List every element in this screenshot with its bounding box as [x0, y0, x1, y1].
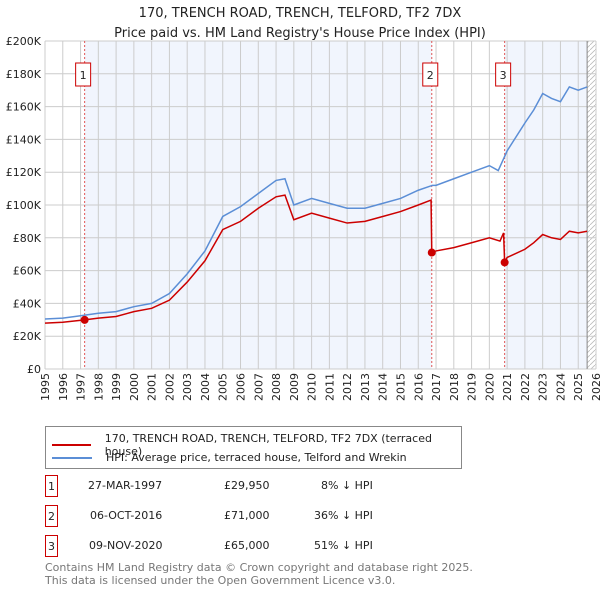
x-tick-label: 2025 [572, 373, 585, 401]
x-tick-label: 2014 [377, 373, 390, 401]
x-tick-label: 2019 [466, 373, 479, 401]
sale-hpi-diff: 8% ↓ HPI [321, 479, 373, 492]
price-chart: 1995 1996 1997 1998 1999 2000 2001 2002 2003 2004… [6, 35, 600, 401]
sale-badge: 2 [45, 505, 58, 527]
x-tick-label: 1999 [110, 373, 123, 401]
sale-hpi-diff: 36% ↓ HPI [314, 509, 373, 522]
sale-badge: 1 [45, 475, 58, 497]
x-tick-label: 2002 [163, 373, 176, 401]
sale-label: 3 [500, 69, 507, 82]
y-tick-label: £160K [6, 101, 42, 114]
sale-point [427, 248, 436, 257]
sale-label-box [495, 62, 512, 87]
footer: Contains HM Land Registry data © Crown c… [45, 561, 473, 587]
x-tick-label: 2023 [537, 373, 550, 401]
x-tick-label: 2024 [554, 373, 567, 401]
chart-title: 170, TRENCH ROAD, TRENCH, TELFORD, TF2 7… [0, 4, 600, 44]
sale-label: 1 [80, 69, 87, 82]
x-tick-label: 2008 [270, 373, 283, 401]
x-tick-label: 2016 [412, 373, 425, 401]
sale-point [500, 258, 509, 267]
x-tick-label: 2013 [359, 373, 372, 401]
sale-badge: 3 [45, 535, 58, 557]
y-tick-label: £0 [27, 363, 41, 376]
sale-label-box [422, 62, 439, 87]
x-tick-label: 1996 [57, 373, 70, 401]
x-tick-label: 2000 [128, 373, 141, 401]
table-row: 1 27-MAR-1997 £29,950 8% ↓ HPI [45, 475, 445, 497]
sale-price: £29,950 [224, 479, 270, 492]
x-tick-label: 2004 [199, 373, 212, 401]
y-tick-label: £200K [6, 35, 42, 48]
y-tick-label: £40K [13, 297, 42, 310]
legend-label: 170, TRENCH ROAD, TRENCH, TELFORD, TF2 7… [104, 432, 432, 458]
legend-swatch-red [52, 444, 91, 446]
sale-point [80, 315, 89, 324]
subtitle-line: Price paid vs. HM Land Registry's House … [114, 26, 486, 41]
x-tick-label: 2006 [235, 373, 248, 401]
table-row: 2 06-OCT-2016 £71,000 36% ↓ HPI [45, 505, 445, 527]
x-tick-label: 2003 [181, 373, 194, 401]
y-tick-label: £80K [13, 232, 42, 245]
legend: 170, TRENCH ROAD, TRENCH, TELFORD, TF2 7… [45, 426, 462, 469]
legend-swatch-blue [52, 456, 92, 459]
x-tick-label: 2011 [323, 373, 336, 401]
sale-date: 09-NOV-2020 [89, 539, 163, 552]
sale-date: 06-OCT-2016 [90, 509, 163, 522]
x-tick-label: 2005 [217, 373, 230, 401]
x-tick-label: 1998 [92, 373, 105, 401]
sale-price: £65,000 [224, 539, 270, 552]
series-line [44, 194, 588, 324]
x-tick-label: 2026 [590, 373, 600, 401]
y-tick-label: £60K [13, 265, 42, 278]
x-tick-label: 2020 [483, 373, 496, 401]
legend-item-price: 170, TRENCH ROAD, TRENCH, TELFORD, TF2 7… [52, 432, 461, 458]
y-tick-label: £100K [6, 199, 42, 212]
x-tick-label: 2022 [519, 373, 532, 401]
footer-line: This data is licensed under the Open Gov… [45, 574, 396, 587]
y-tick-label: £180K [6, 68, 42, 81]
legend-label: HPI: Average price, terraced house, Telf… [106, 451, 407, 464]
sale-price: £71,000 [224, 509, 270, 522]
sale-label: 2 [427, 69, 434, 82]
sale-date: 27-MAR-1997 [88, 479, 163, 492]
title-line: 170, TRENCH ROAD, TRENCH, TELFORD, TF2 7… [138, 6, 462, 21]
legend-item-hpi: HPI: Average price, terraced house, Telf… [52, 451, 407, 464]
sale-label-box [75, 62, 92, 87]
y-tick-label: £120K [6, 166, 42, 179]
x-tick-label: 2012 [341, 373, 354, 401]
x-tick-label: 2007 [252, 373, 265, 401]
y-tick-label: £140K [6, 133, 42, 146]
x-tick-label: 1995 [39, 373, 52, 401]
x-tick-label: 2017 [430, 373, 443, 401]
x-tick-label: 2015 [394, 373, 407, 401]
footer-line: Contains HM Land Registry data © Crown c… [45, 561, 473, 574]
x-tick-label: 2010 [306, 373, 319, 401]
table-row: 3 09-NOV-2020 £65,000 51% ↓ HPI [45, 535, 445, 557]
x-tick-label: 2001 [146, 373, 159, 401]
x-tick-label: 2018 [448, 373, 461, 401]
x-tick-label: 1997 [75, 373, 88, 401]
x-tick-label: 2021 [501, 373, 514, 401]
sale-hpi-diff: 51% ↓ HPI [314, 539, 373, 552]
y-tick-label: £20K [13, 330, 42, 343]
series-line [44, 86, 588, 320]
x-tick-label: 2009 [288, 373, 301, 401]
